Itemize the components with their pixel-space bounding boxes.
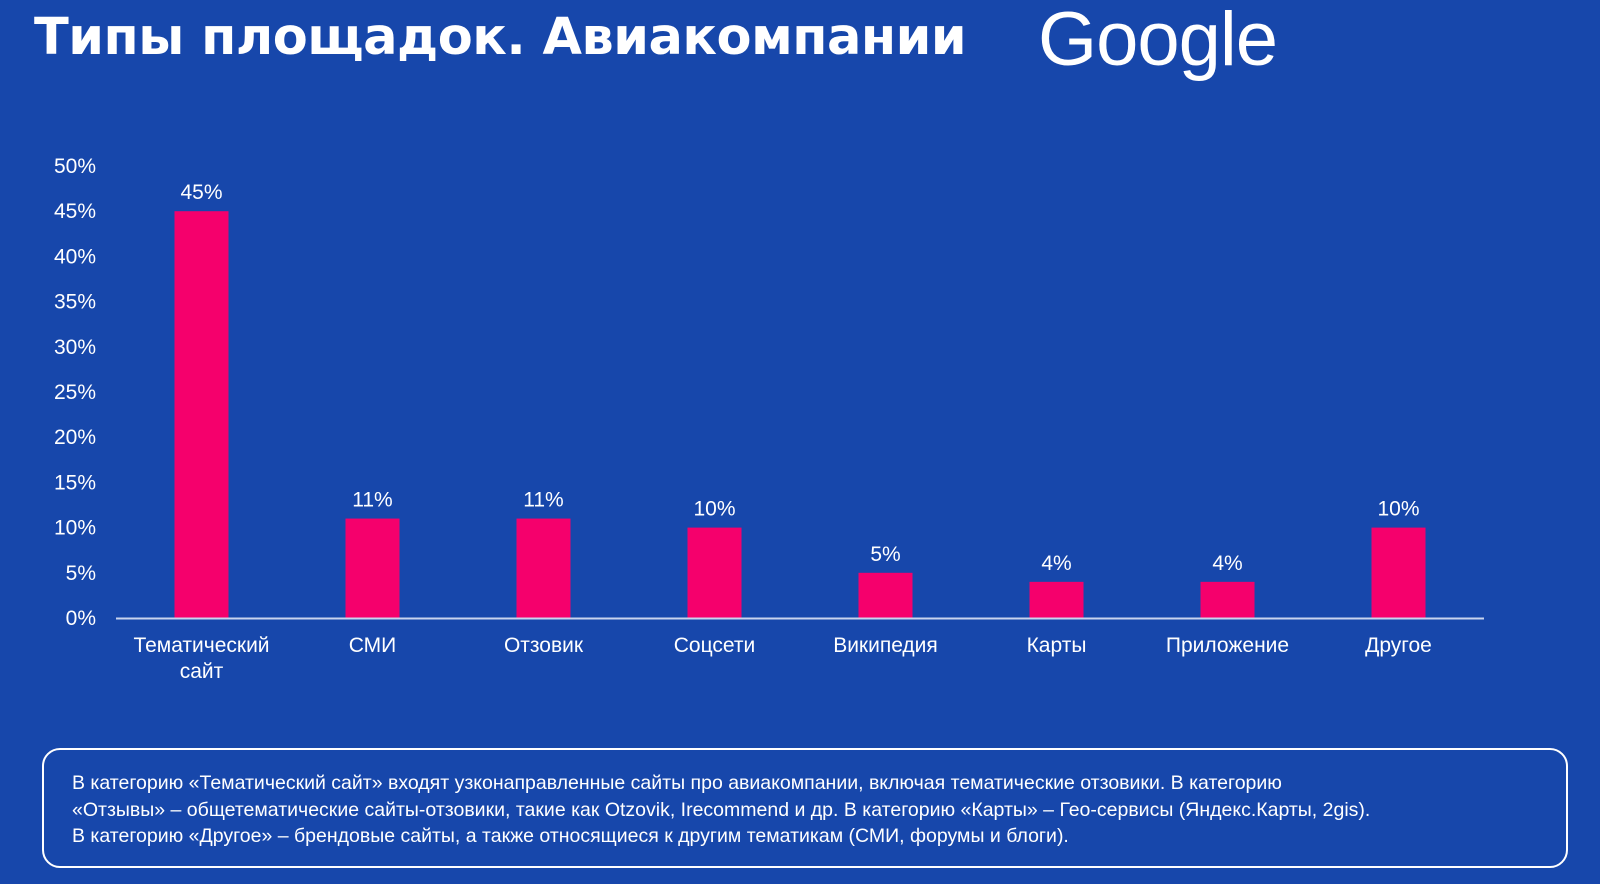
y-tick-label: 45%	[54, 200, 96, 223]
bar	[688, 528, 742, 618]
y-tick-label: 20%	[54, 426, 96, 449]
footnote-line: «Отзывы» – общетематические сайты-отзови…	[72, 797, 1540, 824]
data-label: 10%	[693, 498, 735, 521]
y-tick-label: 0%	[66, 607, 96, 630]
bar	[1201, 582, 1255, 618]
x-tick-label: Карты	[1027, 634, 1087, 657]
data-label: 5%	[870, 543, 900, 566]
y-tick-label: 35%	[54, 291, 96, 314]
x-tick-label: Другое	[1365, 634, 1432, 657]
data-label: 10%	[1377, 498, 1419, 521]
y-tick-label: 25%	[54, 381, 96, 404]
data-label: 4%	[1212, 552, 1242, 575]
x-tick-label: Тематический	[133, 634, 269, 657]
y-tick-label: 50%	[54, 155, 96, 178]
footnote-box: В категорию «Тематический сайт» входят у…	[42, 748, 1568, 868]
x-axis-labels: Тематический сайт СМИ Отзовик Соцсети Википед…	[133, 634, 1431, 683]
bar-chart: 0% 5% 10% 15% 20% 25% 30% 35% 40% 45% 50% 45% 11% 11…	[0, 0, 1600, 740]
bar	[1372, 528, 1426, 618]
footnote-line: В категорию «Другое» – брендовые сайты, …	[72, 823, 1540, 850]
data-label: 11%	[352, 489, 392, 512]
x-tick-label: сайт	[180, 660, 224, 683]
x-tick-label: Соцсети	[674, 634, 755, 657]
x-tick-label: Приложение	[1166, 634, 1289, 657]
y-tick-label: 40%	[54, 245, 96, 268]
data-label: 4%	[1041, 552, 1071, 575]
x-tick-label: Википедия	[833, 634, 938, 657]
y-tick-label: 15%	[54, 471, 96, 494]
x-tick-label: СМИ	[349, 634, 397, 657]
bar	[1030, 582, 1084, 618]
footnote-line: В категорию «Тематический сайт» входят у…	[72, 770, 1540, 797]
bar	[346, 519, 400, 618]
bar	[517, 519, 571, 618]
data-label: 11%	[523, 489, 563, 512]
bar	[175, 211, 229, 618]
y-axis-labels: 0% 5% 10% 15% 20% 25% 30% 35% 40% 45% 50%	[54, 155, 96, 630]
data-labels: 45% 11% 11% 10% 5% 4% 4% 10%	[180, 181, 1419, 575]
x-tick-label: Отзовик	[504, 634, 584, 657]
data-label: 45%	[180, 181, 222, 204]
y-tick-label: 5%	[66, 562, 96, 585]
bar	[859, 573, 913, 618]
y-tick-label: 10%	[54, 517, 96, 540]
y-tick-label: 30%	[54, 336, 96, 359]
